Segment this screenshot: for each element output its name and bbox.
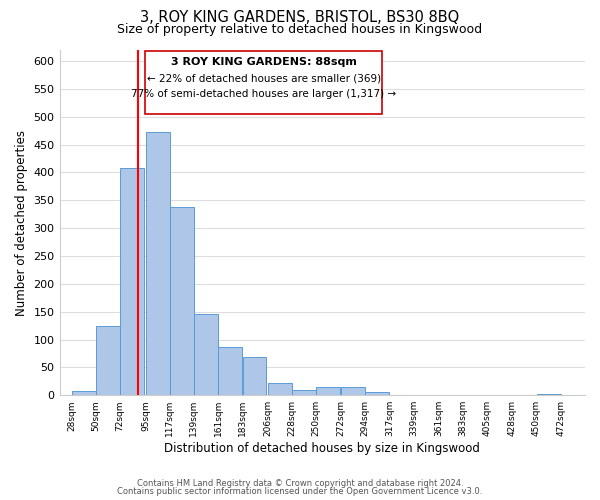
- Bar: [242, 358, 266, 395]
- Bar: [146, 132, 170, 395]
- Text: 3 ROY KING GARDENS: 88sqm: 3 ROY KING GARDENS: 88sqm: [171, 57, 357, 67]
- Bar: [170, 207, 194, 395]
- Text: Size of property relative to detached houses in Kingswood: Size of property relative to detached ho…: [118, 22, 482, 36]
- Bar: [292, 390, 316, 395]
- X-axis label: Distribution of detached houses by size in Kingswood: Distribution of detached houses by size …: [164, 442, 480, 455]
- Bar: [120, 168, 144, 395]
- Bar: [316, 387, 340, 395]
- Bar: [72, 391, 96, 395]
- Bar: [218, 348, 242, 395]
- Text: 77% of semi-detached houses are larger (1,317) →: 77% of semi-detached houses are larger (…: [131, 88, 397, 99]
- Text: Contains HM Land Registry data © Crown copyright and database right 2024.: Contains HM Land Registry data © Crown c…: [137, 478, 463, 488]
- Bar: [96, 326, 120, 395]
- Bar: [463, 394, 487, 395]
- Bar: [341, 387, 365, 395]
- Text: Contains public sector information licensed under the Open Government Licence v3: Contains public sector information licen…: [118, 487, 482, 496]
- Bar: [439, 394, 463, 395]
- Bar: [365, 392, 389, 395]
- Bar: [194, 314, 218, 395]
- Text: ← 22% of detached houses are smaller (369): ← 22% of detached houses are smaller (36…: [147, 74, 381, 84]
- Text: 3, ROY KING GARDENS, BRISTOL, BS30 8BQ: 3, ROY KING GARDENS, BRISTOL, BS30 8BQ: [140, 10, 460, 25]
- Y-axis label: Number of detached properties: Number of detached properties: [15, 130, 28, 316]
- Bar: [268, 383, 292, 395]
- Bar: [390, 394, 414, 395]
- Bar: [415, 394, 439, 395]
- Bar: [536, 394, 560, 395]
